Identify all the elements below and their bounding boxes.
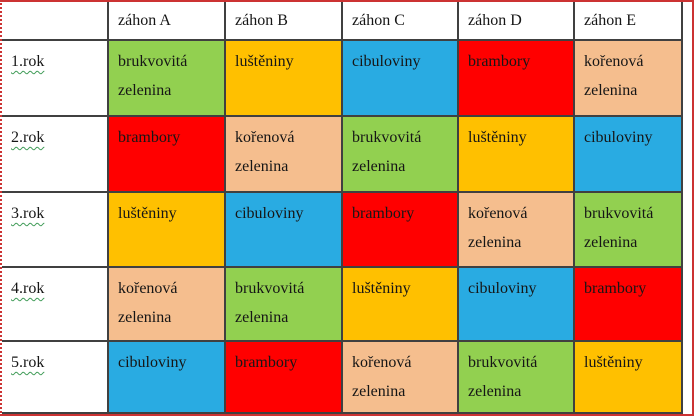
crop-cell: cibuloviny: [107, 340, 226, 414]
crop-cell: kořenová zelenina: [573, 39, 683, 117]
crop-cell: brambory: [573, 266, 683, 342]
crop-cell: luštěniny: [341, 266, 459, 342]
crop-cell: brambory: [341, 191, 459, 268]
row-label: 5.rok: [2, 340, 109, 414]
column-header: záhon D: [457, 2, 575, 41]
crop-cell: kořenová zelenina: [457, 191, 575, 268]
row-label: 4.rok: [2, 266, 109, 342]
corner-cell: [2, 2, 109, 41]
crop-cell: luštěniny: [107, 191, 226, 268]
crop-cell: kořenová zelenina: [341, 340, 459, 414]
table-row: 1.rok brukvovitá zelenina luštěniny cibulov…: [2, 39, 683, 117]
crop-cell: cibuloviny: [341, 39, 459, 117]
crop-cell: brambory: [457, 39, 575, 117]
column-header: záhon B: [224, 2, 343, 41]
crop-cell: cibuloviny: [457, 266, 575, 342]
table-body: 1.rok brukvovitá zelenina luštěniny cibulov…: [2, 39, 683, 414]
table-row: 3.rok luštěniny cibuloviny brambory kořenová…: [2, 191, 683, 268]
table-row: 2.rok brambory kořenová zelenina brukvovitá…: [2, 115, 683, 193]
row-label: 1.rok: [2, 39, 109, 117]
row-label: 3.rok: [2, 191, 109, 268]
crop-cell: luštěniny: [573, 340, 683, 414]
crop-cell: brukvovitá zelenina: [457, 340, 575, 414]
crop-cell: luštěniny: [224, 39, 343, 117]
column-header: záhon E: [573, 2, 683, 41]
crop-cell: brambory: [224, 340, 343, 414]
crop-cell: brambory: [107, 115, 226, 193]
table-row: 5.rok cibuloviny brambory kořenová zelenina…: [2, 340, 683, 414]
crop-cell: brukvovitá zelenina: [107, 39, 226, 117]
crop-cell: brukvovitá zelenina: [341, 115, 459, 193]
crop-cell: cibuloviny: [573, 115, 683, 193]
crop-cell: brukvovitá zelenina: [573, 191, 683, 268]
row-label: 2.rok: [2, 115, 109, 193]
column-header: záhon A: [107, 2, 226, 41]
crop-cell: brukvovitá zelenina: [224, 266, 343, 342]
table-row: 4.rok kořenová zelenina brukvovitá zelenin…: [2, 266, 683, 342]
crop-cell: kořenová zelenina: [107, 266, 226, 342]
crop-cell: cibuloviny: [224, 191, 343, 268]
column-header: záhon C: [341, 2, 459, 41]
crop-cell: kořenová zelenina: [224, 115, 343, 193]
crop-cell: luštěniny: [457, 115, 575, 193]
